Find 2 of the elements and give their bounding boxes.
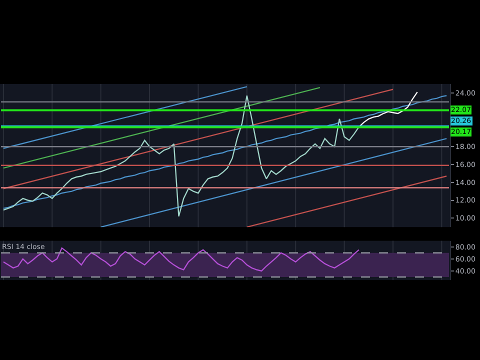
line-series <box>2 95 360 217</box>
line-series <box>358 91 418 128</box>
